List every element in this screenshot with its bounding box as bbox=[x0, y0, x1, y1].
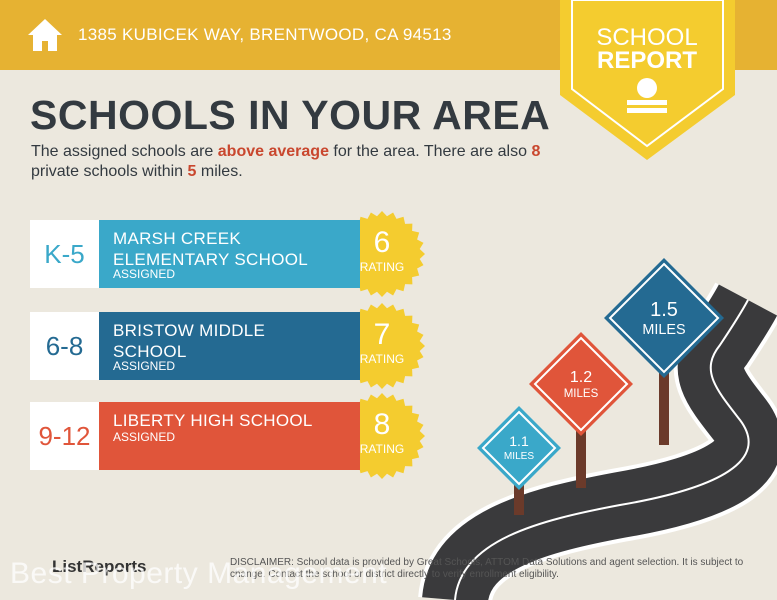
grade: 6-8 bbox=[30, 312, 99, 380]
school-band: MARSH CREEK ELEMENTARY SCHOOL ASSIGNED bbox=[99, 220, 360, 288]
sign-unit: MILES bbox=[642, 322, 685, 338]
badge-line: SCHOOL bbox=[596, 24, 697, 51]
sign bbox=[477, 406, 561, 490]
school-band: BRISTOW MIDDLE SCHOOL ASSIGNED bbox=[99, 312, 360, 380]
rating-badge bbox=[339, 393, 425, 479]
intro: The assigned schools are above average f… bbox=[31, 143, 541, 180]
home-icon bbox=[28, 19, 62, 51]
school-name: LIBERTY HIGH SCHOOL bbox=[113, 411, 313, 430]
school-status: ASSIGNED bbox=[113, 359, 176, 373]
sign-distance: 1.2 bbox=[570, 369, 592, 386]
disclaimer: DISCLAIMER: School data is provided by G… bbox=[230, 557, 744, 580]
sign-distance: 1.1 bbox=[509, 433, 529, 449]
grade: K-5 bbox=[30, 220, 99, 288]
rating-badge bbox=[339, 303, 425, 389]
grade: 9-12 bbox=[30, 402, 99, 470]
sign-distance: 1.5 bbox=[650, 299, 678, 321]
school-status: ASSIGNED bbox=[113, 267, 176, 281]
school-row: K-5 MARSH CREEK ELEMENTARY SCHOOL ASSIGNED bbox=[30, 220, 360, 288]
rating: 8 bbox=[374, 408, 391, 441]
sign bbox=[529, 332, 633, 436]
sign-border bbox=[533, 336, 629, 432]
school-row: 6-8 BRISTOW MIDDLE SCHOOL ASSIGNED bbox=[30, 312, 360, 380]
sign-border bbox=[608, 262, 720, 374]
school-name: MARSH CREEK ELEMENTARY SCHOOL bbox=[113, 229, 308, 269]
school-band: LIBERTY HIGH SCHOOL ASSIGNED bbox=[99, 402, 360, 470]
rating-label: RATING bbox=[360, 442, 404, 456]
address: 1385 KUBICEK WAY, BRENTWOOD, CA 94513 bbox=[78, 25, 452, 44]
title: SCHOOLS IN YOUR AREA bbox=[30, 92, 551, 138]
rating: 7 bbox=[374, 318, 391, 351]
school-name: BRISTOW MIDDLE SCHOOL bbox=[113, 321, 266, 361]
sign-unit: MILES bbox=[504, 451, 535, 462]
rating-badge bbox=[339, 211, 425, 297]
watermark: Best Property Management bbox=[10, 557, 388, 590]
brand: ListReports bbox=[52, 557, 147, 576]
sign bbox=[604, 258, 724, 378]
rating-label: RATING bbox=[360, 352, 404, 366]
rating: 6 bbox=[374, 226, 391, 259]
school-status: ASSIGNED bbox=[113, 430, 176, 444]
badge-line: REPORT bbox=[597, 47, 697, 74]
sign-unit: MILES bbox=[564, 388, 599, 400]
rating-label: RATING bbox=[360, 260, 404, 274]
school-row: 9-12 LIBERTY HIGH SCHOOL ASSIGNED bbox=[30, 402, 360, 470]
sign-post bbox=[659, 318, 669, 445]
sign-border bbox=[481, 410, 557, 486]
